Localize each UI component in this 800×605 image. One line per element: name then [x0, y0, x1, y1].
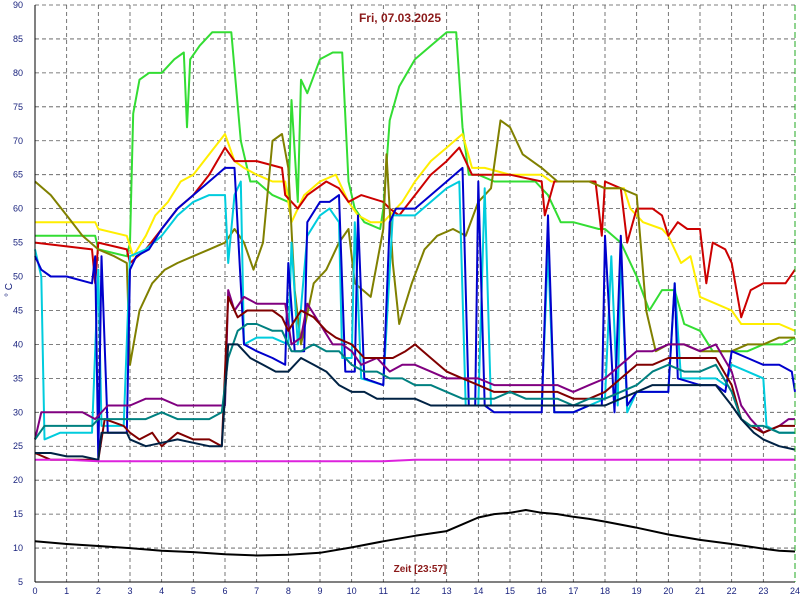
x-tick-label: 23	[758, 586, 768, 596]
y-tick-label: 60	[13, 204, 23, 214]
x-tick-label: 21	[695, 586, 705, 596]
axes: 0 1 2 3 4 5 6 7 8 9 10 11 12 13 14 15 16 17 18 19 20 21 22 23 24…	[13, 0, 800, 596]
y-tick-label: 20	[13, 475, 23, 485]
series-line-8	[34, 295, 795, 461]
y-tick-label: 65	[13, 170, 23, 180]
x-tick-label: 1	[64, 586, 69, 596]
x-tick-label: 5	[191, 586, 196, 596]
x-tick-label: 11	[379, 586, 388, 596]
y-tick-label: 40	[13, 339, 23, 349]
y-tick-label: 30	[13, 407, 23, 417]
series-line-2	[35, 133, 796, 332]
y-tick-label: 35	[13, 373, 23, 383]
series-line-12	[34, 509, 796, 557]
x-tick-label: 13	[442, 586, 452, 596]
x-tick-label: 2	[96, 586, 101, 596]
chart-title: Fri, 07.03.2025	[359, 11, 441, 25]
y-tick-label: 50	[13, 272, 23, 282]
y-tick-label: 55	[13, 238, 23, 248]
x-tick-label: 12	[410, 586, 420, 596]
y-tick-label: 75	[13, 102, 23, 112]
x-tick-label: 8	[286, 586, 291, 596]
x-tick-label: 9	[317, 586, 322, 596]
series-line-10	[35, 343, 796, 461]
y-tick-label: 5	[18, 577, 23, 587]
x-tick-label: 14	[473, 586, 483, 596]
x-tick-label: 16	[537, 586, 547, 596]
series-line-4	[34, 119, 795, 366]
y-tick-label: 45	[13, 305, 23, 315]
x-tick-label: 6	[222, 586, 227, 596]
series-line-9	[34, 323, 795, 440]
x-tick-label: 18	[600, 586, 610, 596]
y-tick-label: 10	[13, 543, 23, 553]
y-tick-label: 90	[13, 0, 23, 10]
y-axis-label: ° C	[4, 283, 15, 297]
x-tick-label: 4	[159, 586, 164, 596]
series-line-11	[35, 458, 795, 463]
series-line-3	[34, 146, 796, 319]
series-line-1	[35, 31, 796, 353]
series-line-6	[34, 166, 796, 461]
x-tick-label: 3	[127, 586, 132, 596]
x-tick-label: 7	[254, 586, 259, 596]
x-tick-label: 17	[568, 586, 578, 596]
x-tick-label: 24	[790, 586, 800, 596]
x-tick-label: 10	[347, 586, 357, 596]
x-tick-label: 19	[632, 586, 642, 596]
x-axis-label: Zeit [23:57]	[394, 564, 447, 575]
y-tick-label: 85	[13, 34, 23, 44]
y-tick-label: 15	[13, 509, 23, 519]
series-line-7	[34, 289, 795, 440]
y-tick-label: 80	[13, 68, 23, 78]
x-tick-label: 0	[32, 586, 37, 596]
x-tick-label: 15	[505, 586, 515, 596]
x-tick-label: 20	[663, 586, 673, 596]
series-group	[34, 31, 796, 557]
y-tick-label: 25	[13, 441, 23, 451]
x-tick-label: 22	[727, 586, 737, 596]
y-tick-label: 70	[13, 136, 23, 146]
